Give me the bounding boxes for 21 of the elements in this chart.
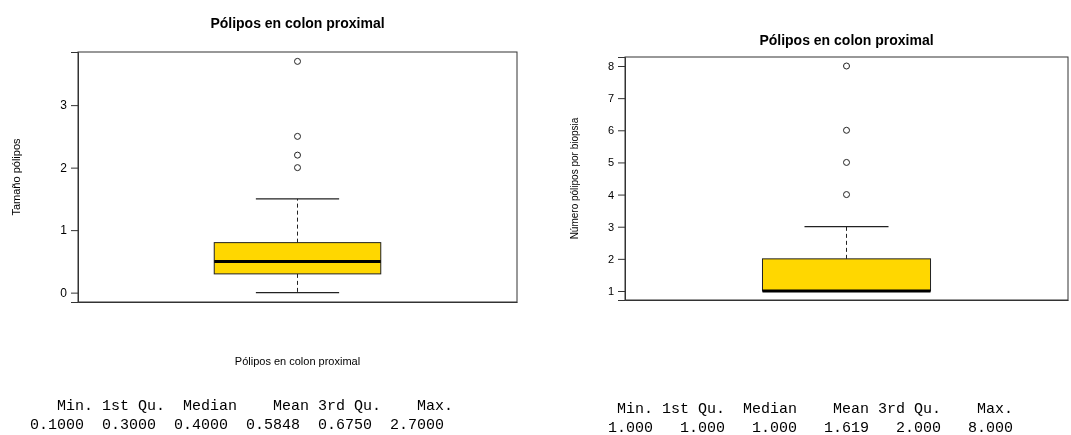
y-tick-label: 4 [607, 188, 614, 201]
y-tick-label: 3 [607, 220, 614, 233]
y-tick-label: 1 [607, 285, 614, 298]
y-tick-label: 5 [607, 156, 614, 169]
y-tick-label: 6 [607, 124, 614, 137]
y-tick-label: 2 [607, 252, 614, 265]
text: 0.1000 0.3000 0.4000 0.5848 0.6750 2.7000 [30, 417, 454, 434]
y-tick-label: 0 [60, 285, 68, 300]
text: Min. 1st Qu. Median Mean 3rd Qu. Max. [590, 401, 1023, 418]
y-axis-title: Tamaño pólipos [10, 137, 22, 216]
chart-title: Pólipos en colon proximal [759, 32, 934, 48]
text: Min. 1st Qu. Median Mean 3rd Qu. Max. [30, 398, 463, 415]
y-tick-label: 2 [60, 160, 68, 175]
y-tick-label: 7 [607, 92, 614, 105]
y-tick-label: 8 [607, 60, 614, 73]
x-axis-title: Pólipos en colon proximal [234, 355, 361, 367]
y-tick-label: 3 [60, 98, 68, 113]
text: 1.000 1.000 1.000 1.619 2.000 8.000 [590, 420, 1023, 435]
y-tick-label: 1 [60, 223, 68, 238]
chart-title: Pólipos en colon proximal [210, 15, 385, 31]
y-axis-title: Número pólipos por biopsia [569, 117, 580, 240]
